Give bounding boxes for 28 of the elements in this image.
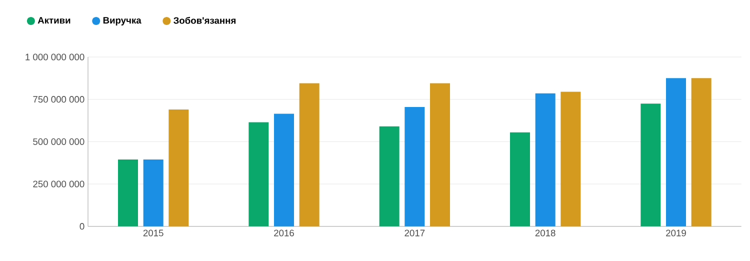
x-tick-label: 2019 bbox=[666, 230, 686, 236]
bar bbox=[299, 83, 320, 226]
bar bbox=[535, 93, 556, 226]
x-tick-label: 2017 bbox=[404, 230, 425, 236]
bar bbox=[691, 78, 712, 226]
x-tick-label: 2016 bbox=[274, 230, 294, 236]
bar bbox=[560, 92, 581, 226]
bar bbox=[666, 78, 686, 226]
y-tick-label: 0 bbox=[80, 223, 84, 230]
bar bbox=[274, 114, 294, 226]
legend-label: Зобов'язання bbox=[174, 16, 236, 24]
legend-label: Виручка bbox=[103, 17, 142, 26]
y-tick-label: 1 000 000 000 bbox=[26, 54, 84, 60]
bar bbox=[430, 83, 450, 226]
y-tick-label: 250 000 000 bbox=[33, 180, 84, 188]
bar bbox=[118, 159, 138, 226]
bar bbox=[143, 159, 164, 226]
bar bbox=[640, 104, 661, 226]
bar bbox=[379, 126, 400, 226]
bar bbox=[510, 132, 530, 226]
bar bbox=[404, 106, 425, 226]
x-tick-label: 2018 bbox=[535, 230, 556, 236]
x-tick-label: 2015 bbox=[143, 230, 164, 236]
y-tick-label: 750 000 000 bbox=[33, 96, 84, 103]
legend-label: Активи bbox=[38, 17, 70, 24]
bar bbox=[248, 122, 269, 226]
y-tick-label: 500 000 000 bbox=[33, 138, 84, 145]
bar bbox=[168, 109, 189, 226]
